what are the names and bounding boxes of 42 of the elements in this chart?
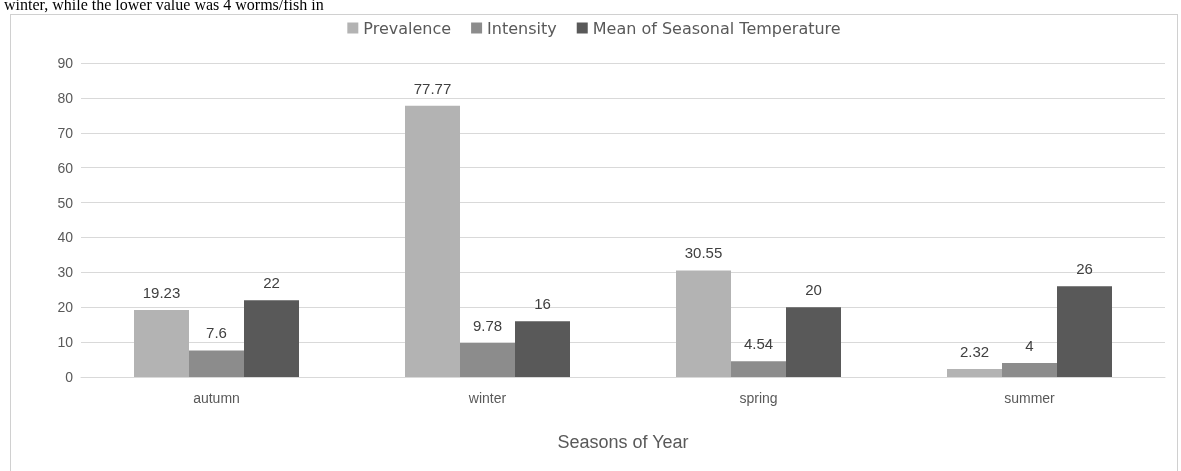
bar (1057, 286, 1112, 377)
y-tick-label: 90 (57, 55, 74, 71)
y-tick-label: 40 (57, 229, 74, 246)
bar (515, 321, 570, 377)
data-label: 4 (1025, 337, 1034, 355)
bar (676, 270, 731, 377)
bar (947, 368, 1002, 377)
bar (460, 342, 515, 377)
data-label: 19.23 (142, 283, 181, 301)
y-tick-label: 0 (65, 369, 74, 385)
x-tick-label: summer (1004, 390, 1056, 406)
x-tick-label: winter (467, 390, 507, 406)
data-label: 9.78 (472, 316, 503, 334)
bar (731, 361, 786, 377)
bar (134, 309, 189, 377)
bar (189, 350, 244, 377)
legend-label: Prevalence (363, 18, 452, 38)
y-tick-label: 70 (57, 124, 74, 141)
y-tick-label: 80 (57, 89, 74, 106)
bar (1002, 363, 1057, 377)
data-label: 77.77 (413, 79, 452, 97)
data-label: 16 (534, 295, 551, 313)
data-label: 26 (1076, 260, 1093, 278)
y-tick-label: 50 (57, 194, 74, 211)
data-label: 7.6 (206, 324, 227, 342)
bar (405, 105, 460, 377)
y-tick-label: 30 (57, 264, 74, 281)
data-label: 4.54 (743, 335, 774, 353)
x-axis-title: Seasons of Year (557, 432, 689, 452)
data-label: 2.32 (959, 342, 990, 360)
data-label: 22 (263, 274, 280, 292)
legend-label: Mean of Seasonal Temperature (592, 18, 841, 38)
y-tick-label: 20 (57, 299, 74, 316)
bar (786, 307, 841, 377)
y-tick-label: 60 (57, 159, 74, 176)
x-tick-label: autumn (193, 390, 240, 406)
x-tick-label: spring (739, 390, 778, 406)
legend-label: Intensity (487, 18, 557, 38)
y-tick-label: 10 (57, 334, 74, 351)
data-label: 20 (805, 281, 822, 299)
data-label: 30.55 (684, 244, 723, 262)
bar (244, 300, 299, 377)
